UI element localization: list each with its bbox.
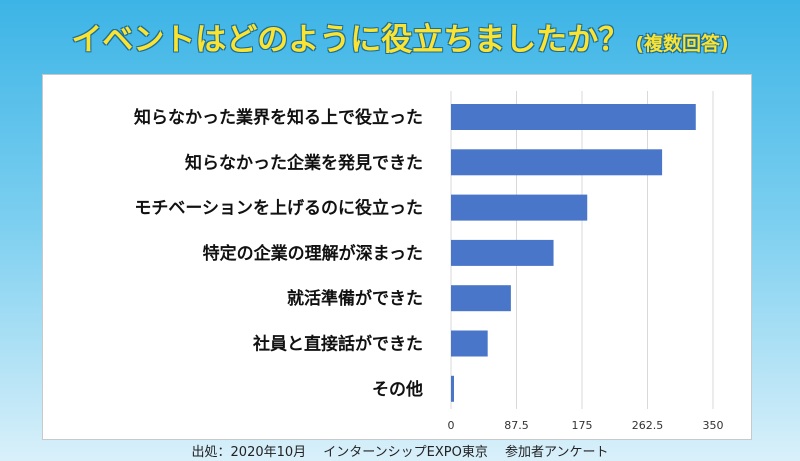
- category-label: 特定の企業の理解が深まった: [203, 243, 423, 264]
- chart-title: イベントはどのように役立ちましたか？: [71, 22, 630, 58]
- x-tick-label: 0: [448, 419, 455, 432]
- category-label: 知らなかった業界を知る上で役立った: [133, 107, 423, 128]
- x-tick-label: 175: [572, 419, 593, 432]
- x-tick-label: 262.5: [632, 419, 664, 432]
- bar: [451, 330, 488, 357]
- bar: [451, 194, 588, 221]
- category-label: 知らなかった企業を発見できた: [184, 152, 423, 173]
- chart-title-banner: イベントはどのように役立ちましたか？ (複数回答): [0, 14, 800, 59]
- category-label: 社員と直接話ができた: [252, 334, 423, 355]
- bar: [451, 285, 511, 312]
- bar: [451, 104, 696, 130]
- chart-subtitle: (複数回答): [635, 33, 729, 55]
- source-note: 出処：2020年10月 インターンシップEXPO東京 参加者アンケート: [191, 445, 609, 460]
- category-label: モチベーションを上げるのに役立った: [134, 198, 423, 219]
- bar: [451, 149, 663, 176]
- x-tick-label: 87.5: [504, 419, 529, 432]
- bar: [451, 375, 454, 402]
- category-label: 就活準備ができた: [287, 288, 423, 309]
- bar-chart: 0 87.5 175 262.5 350 知らなかった業界を知る上で役立った知らなかった企…: [133, 91, 724, 432]
- chart-panel: 0 87.5 175 262.5 350 知らなかった業界を知る上で役立った知らなかった企…: [42, 74, 752, 440]
- category-label: その他: [372, 379, 423, 400]
- x-tick-label: 350: [703, 419, 724, 432]
- bar: [451, 239, 554, 266]
